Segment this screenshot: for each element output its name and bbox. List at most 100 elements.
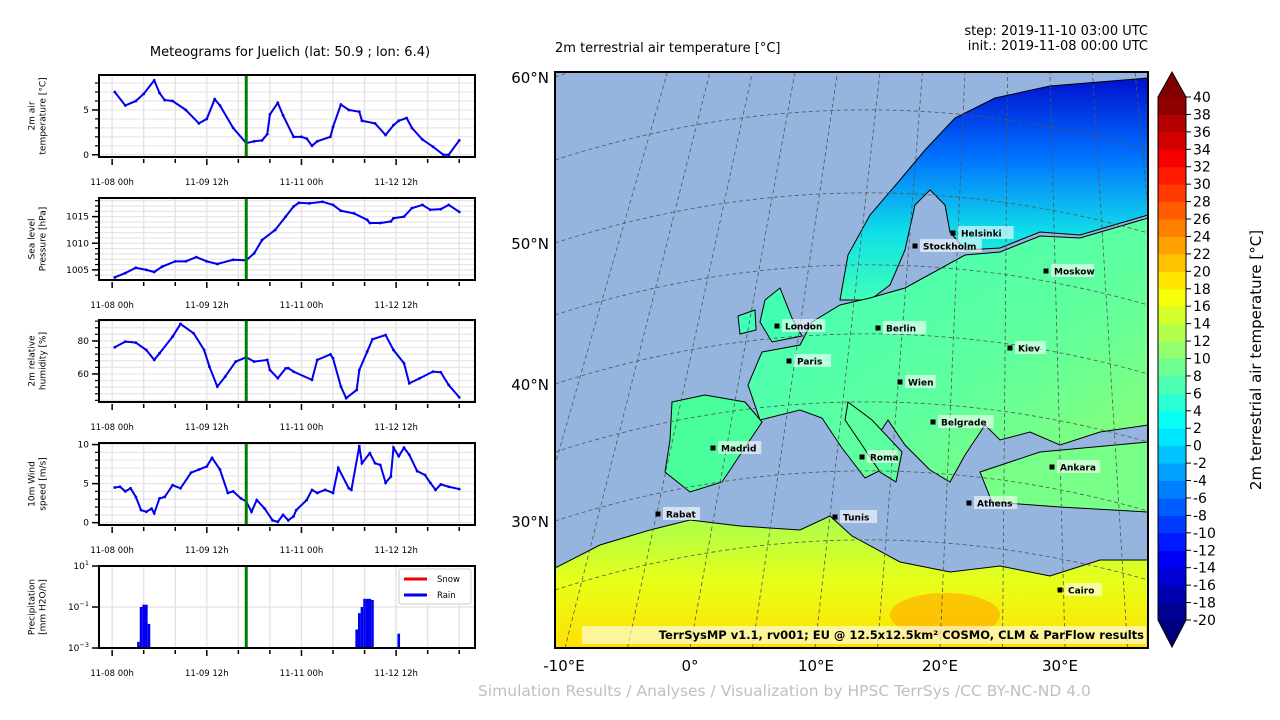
y-tick-label: 10 (78, 441, 90, 451)
colorbar-bin (1158, 497, 1186, 516)
data-point (123, 490, 127, 493)
data-point (158, 91, 161, 95)
data-point (331, 491, 335, 495)
x-tick-label: 11-11 00h (280, 178, 324, 188)
data-point (331, 356, 335, 360)
data-point (231, 258, 235, 262)
city-label: Moskow (1054, 268, 1095, 278)
colorbar-bin (1158, 515, 1186, 534)
city-label-bg (938, 415, 994, 428)
data-point (231, 126, 235, 130)
colorbar-tick-label: 6 (1193, 386, 1202, 402)
bar-rain (365, 598, 369, 648)
x-tick-label: 11-11 00h (280, 301, 324, 311)
colorbar-tick-label: 18 (1193, 282, 1211, 298)
y-tick-label: 101 (73, 559, 89, 572)
city-marker (710, 445, 716, 451)
colorbar-tick-label: 16 (1193, 299, 1211, 315)
city-marker (950, 230, 956, 236)
colorbar-bin (1158, 323, 1186, 342)
data-point (305, 137, 309, 141)
map-title: 2m terrestrial air temperature [°C] (555, 41, 781, 56)
data-point (310, 488, 314, 492)
panel-frame (98, 197, 476, 281)
data-point (215, 262, 219, 266)
city-label-bg (920, 239, 982, 252)
colorbar-tick-label: 8 (1193, 369, 1202, 385)
city-paris: Paris (786, 354, 831, 368)
y-tick-label: 5 (83, 106, 89, 116)
data-point (197, 121, 201, 125)
data-point (434, 488, 437, 492)
colorbar-tick-label: -12 (1193, 543, 1216, 559)
data-point (171, 483, 175, 487)
data-point (360, 461, 364, 465)
map-axis-labels: 60°N 50°N 40°N 30°N -10°E 0° 10°E 20°E 30°E (511, 69, 1078, 675)
city-label: Tunis (843, 514, 869, 524)
meridian (877, 72, 923, 648)
city-label: Stockholm (923, 243, 976, 253)
data-point (307, 201, 311, 205)
x-tick-label: 11-09 12h (185, 301, 229, 311)
colorbar-bin (1158, 445, 1186, 464)
data-point (284, 215, 288, 219)
colorbar-bin (1158, 550, 1186, 569)
city-roma: Roma (859, 450, 899, 464)
data-point (113, 90, 117, 94)
data-point (378, 463, 382, 467)
meteogram-panel-0: 0 5 11-08 00h 11-09 12h 11-11 00h 11-12 12h 2m… (28, 74, 476, 188)
colorbar-tick-label: -2 (1193, 456, 1207, 472)
x-tick-label: 11-12 12h (374, 423, 418, 433)
city-marker (786, 358, 792, 364)
data-point (163, 495, 167, 499)
bar-rain (371, 599, 374, 648)
data-point (339, 103, 343, 106)
y-axis-label: 10m Wind (28, 461, 38, 507)
bar-rain (142, 604, 146, 648)
colorbar-over-extension (1158, 72, 1186, 97)
x-tick-label: 11-08 00h (90, 669, 134, 679)
data-point (213, 97, 217, 101)
colorbar-tick-label: -10 (1193, 526, 1216, 542)
data-point (344, 396, 348, 400)
city-label: Ankara (1060, 464, 1096, 474)
data-point (281, 513, 285, 517)
data-point (365, 218, 369, 222)
data-point (123, 340, 127, 344)
lon-label: 0° (681, 657, 698, 675)
city-berlin: Berlin (875, 321, 927, 335)
data-point (321, 200, 324, 204)
y-axis-label: humidity [%] (39, 332, 49, 390)
bar-rain (145, 604, 148, 648)
y-axis-label: Precipitation (28, 579, 38, 635)
colorbar-tick-label: 26 (1193, 212, 1211, 228)
data-point (144, 268, 148, 272)
city-label-bg (782, 319, 826, 332)
data-point (171, 335, 175, 339)
data-point (276, 101, 280, 105)
data-point (392, 216, 395, 220)
bar-rain (137, 641, 140, 648)
colorbar-tick-label: 0 (1193, 439, 1202, 455)
data-point (402, 215, 406, 219)
parallel (555, 72, 573, 78)
data-point (158, 351, 161, 355)
city-label: Kiev (1018, 345, 1040, 355)
data-point (218, 468, 222, 471)
colorbar-tick-label: -8 (1193, 508, 1207, 524)
y-tick-label: 80 (78, 337, 90, 347)
city-label: London (785, 323, 822, 333)
data-point (173, 259, 177, 263)
parallel (555, 539, 1148, 591)
meteogram-panel-4: 10−3 10−1 101 11-08 00h 11-09 12h 11-11 00h 11… (28, 559, 476, 679)
meteogram-panel-3: 0 5 10 11-08 00h 11-09 12h 11-11 00h 11-12 12h… (28, 441, 476, 556)
data-point (402, 361, 406, 365)
lon-label: 20°E (922, 657, 958, 675)
data-point (252, 360, 256, 363)
data-point (352, 212, 356, 215)
x-tick-label: 11-09 12h (185, 423, 229, 433)
data-point (189, 471, 193, 475)
colorbar-tick-label: 28 (1193, 195, 1211, 211)
colorbar-tick-label: 40 (1193, 90, 1211, 106)
data-point (407, 453, 411, 457)
